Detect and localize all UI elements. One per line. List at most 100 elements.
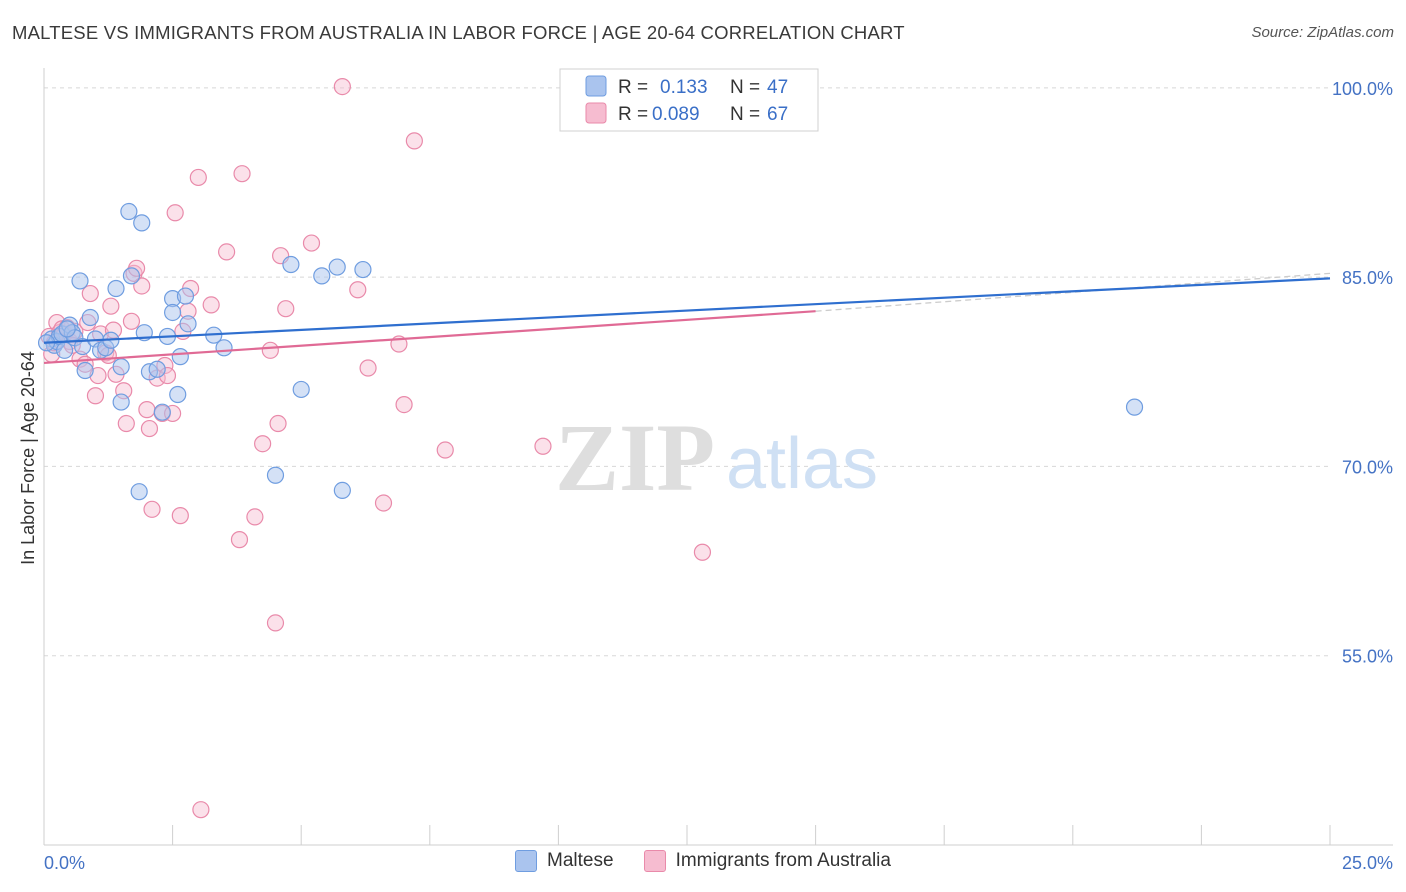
- maltese-point: [282, 255, 300, 274]
- y-tick-label-55: 55.0%: [1342, 647, 1393, 667]
- immigrants-point: [333, 77, 351, 96]
- maltese-point: [73, 337, 92, 356]
- maltese-point: [130, 483, 148, 501]
- legend-label-maltese: Maltese: [547, 850, 614, 871]
- maltese-trend-line: [43, 277, 1331, 344]
- immigrants-point: [266, 614, 285, 632]
- maltese-point: [171, 348, 189, 366]
- immigrants-point: [143, 500, 161, 518]
- maltese-point: [71, 272, 89, 290]
- immigrants-point: [246, 508, 264, 526]
- legend-r-label-immigrants: R =: [618, 104, 648, 125]
- maltese-point: [1125, 398, 1144, 416]
- x-tick-label-min: 0.0%: [44, 853, 85, 873]
- watermark: ZIP atlas: [555, 404, 878, 511]
- maltese-point: [58, 320, 76, 338]
- immigrants-point: [102, 297, 120, 315]
- y-tick-labels: 55.0% 70.0% 85.0% 100.0%: [1332, 79, 1393, 667]
- maltese-point: [179, 315, 197, 333]
- immigrants-point: [693, 543, 712, 561]
- immigrants-point: [349, 281, 367, 299]
- maltese-point: [215, 339, 233, 357]
- watermark-zip: ZIP: [555, 404, 715, 511]
- legend-swatch-maltese: [585, 75, 607, 97]
- maltese-point: [112, 393, 130, 411]
- legend-r-value-immigrants: 0.089: [652, 104, 700, 125]
- immigrants-point: [269, 414, 287, 433]
- y-tick-label-100: 100.0%: [1332, 79, 1393, 99]
- immigrants-point: [117, 414, 135, 433]
- maltese-point: [120, 202, 138, 221]
- maltese-swatch: [515, 850, 538, 872]
- x-tick-labels: 0.0% 25.0%: [44, 853, 1393, 873]
- immigrants-point: [189, 168, 207, 187]
- legend-label-immigrants: Immigrants from Australia: [675, 850, 891, 871]
- axes: [43, 68, 1393, 846]
- legend-n-label-immigrants: N =: [730, 104, 760, 125]
- y-tick-label-70: 70.0%: [1342, 457, 1393, 477]
- immigrants-point: [192, 801, 210, 819]
- legend-r-value-maltese: 0.133: [660, 77, 708, 98]
- series-legend: Maltese Immigrants from Australia: [0, 850, 1406, 872]
- legend-n-value-maltese: 47: [767, 77, 788, 98]
- watermark-atlas: atlas: [726, 424, 878, 504]
- immigrants-point: [86, 387, 105, 405]
- immigrants-point: [359, 359, 377, 377]
- y-axis-title: In Labor Force | Age 20-64: [18, 351, 38, 565]
- immigrants-point: [405, 132, 423, 150]
- maltese-point: [333, 481, 351, 500]
- immigrants-point: [374, 494, 393, 512]
- immigrants-point: [166, 204, 184, 222]
- series-maltese-points: [37, 202, 1144, 501]
- maltese-point: [354, 260, 372, 279]
- immigrants-point: [395, 395, 413, 414]
- maltese-point: [313, 267, 331, 285]
- immigrants-point: [277, 300, 295, 318]
- maltese-point: [133, 214, 151, 232]
- immigrants-point: [233, 165, 251, 183]
- immigrants-point: [261, 341, 279, 359]
- immigrants-point: [138, 401, 156, 419]
- immigrants-point: [254, 435, 272, 453]
- immigrants-point: [133, 277, 151, 295]
- immigrants-swatch: [643, 850, 666, 872]
- immigrants-point: [436, 441, 454, 459]
- maltese-point: [148, 360, 166, 378]
- maltese-point: [107, 279, 125, 298]
- y-tick-label-85: 85.0%: [1342, 268, 1393, 288]
- maltese-point: [81, 308, 99, 327]
- immigrants-point: [171, 507, 189, 525]
- maltese-point: [164, 303, 182, 322]
- immigrants-trend-extension: [815, 272, 1331, 312]
- immigrants-point: [122, 312, 141, 330]
- immigrants-trend-line: [43, 310, 816, 365]
- maltese-point: [328, 258, 346, 276]
- legend-swatch-immigrants-from-australia: [585, 102, 607, 124]
- maltese-point: [153, 403, 171, 421]
- legend-item-immigrants-from-australia[interactable]: Immigrants from Australia: [643, 850, 891, 872]
- immigrants-point: [81, 284, 99, 303]
- immigrants-point: [140, 419, 159, 438]
- maltese-point: [292, 380, 310, 399]
- maltese-point: [112, 358, 130, 376]
- immigrants-point: [534, 437, 552, 455]
- correlation-legend: R = 0.133 N = 47 R = 0.089 N = 67: [559, 68, 819, 132]
- immigrants-point: [230, 531, 249, 549]
- trend-lines: [43, 272, 1331, 365]
- maltese-point: [76, 361, 94, 380]
- immigrants-point: [302, 234, 321, 252]
- maltese-point: [169, 385, 187, 404]
- chart-title: MALTESE VS IMMIGRANTS FROM AUSTRALIA IN …: [12, 22, 905, 43]
- legend-n-label-maltese: N =: [730, 77, 760, 98]
- immigrants-point: [202, 296, 220, 314]
- x-tick-label-max: 25.0%: [1342, 853, 1393, 873]
- maltese-point: [122, 267, 141, 285]
- legend-item-maltese[interactable]: Maltese: [515, 850, 614, 872]
- maltese-point: [266, 466, 285, 484]
- legend-r-label-maltese: R =: [618, 77, 648, 98]
- maltese-point: [176, 287, 195, 305]
- source-label: Source: ZipAtlas.com: [1251, 24, 1394, 41]
- immigrants-point: [218, 243, 236, 261]
- legend-n-value-immigrants: 67: [767, 104, 788, 125]
